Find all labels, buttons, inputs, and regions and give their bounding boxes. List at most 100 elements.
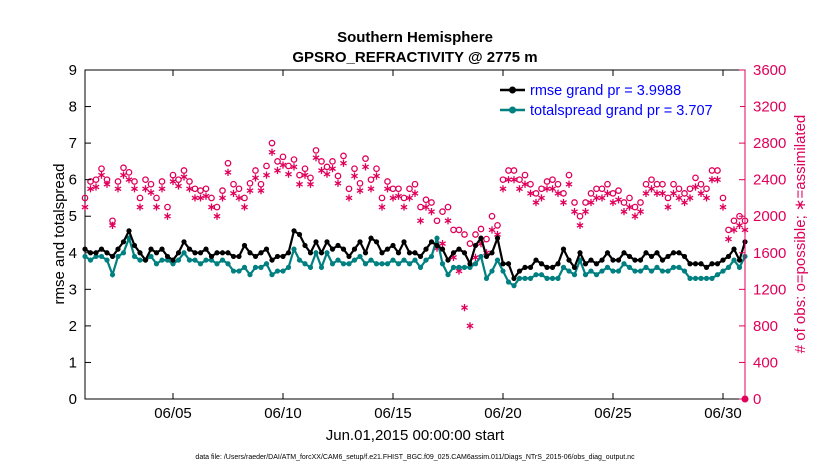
y2-tick-label: 1200 (753, 281, 786, 298)
assimilated-obs-marker (175, 182, 182, 190)
rmse-point (439, 246, 446, 252)
rmse-point (527, 264, 534, 270)
rmse-point (269, 257, 275, 263)
rmse-point (621, 250, 627, 256)
y2-tick-label: 3200 (753, 99, 786, 116)
assimilated-obs-marker (461, 304, 468, 312)
rmse-point (494, 235, 501, 241)
rmse-point (241, 242, 248, 249)
assimilated-obs-marker (642, 189, 650, 197)
assimilated-obs-marker (296, 180, 303, 188)
spread-point (456, 264, 462, 270)
spread-point (280, 268, 286, 274)
assimilated-obs-marker (274, 166, 281, 175)
assimilated-obs-marker (191, 194, 199, 202)
assimilated-obs-marker (125, 176, 133, 184)
rmse-point (164, 253, 171, 260)
possible-obs-marker (422, 196, 430, 204)
rmse-point (516, 268, 523, 274)
possible-obs-marker (158, 178, 166, 185)
rmse-point (412, 250, 418, 256)
rmse-point (148, 246, 154, 252)
rmse-point (280, 253, 286, 260)
spread-point (555, 275, 561, 281)
assimilated-obs-marker (466, 322, 474, 330)
y-tick-label: 9 (69, 62, 77, 79)
spread-point (659, 268, 666, 274)
y2-tick-label: 400 (753, 354, 778, 371)
assimilated-obs-marker (142, 185, 149, 193)
spread-point (439, 261, 446, 267)
assimilated-obs-marker (109, 221, 116, 229)
possible-obs-marker (433, 217, 441, 225)
possible-obs-marker (444, 203, 452, 211)
possible-obs-marker (373, 165, 380, 173)
assimilated-obs-marker (648, 185, 655, 193)
possible-obs-marker (362, 155, 369, 162)
rmse-point (665, 253, 671, 260)
possible-obs-marker (499, 176, 507, 184)
assimilated-obs-marker (631, 212, 639, 220)
spread-point (549, 275, 556, 281)
rmse-point (566, 257, 572, 263)
y-tick-label: 6 (69, 172, 77, 189)
rmse-point (186, 246, 193, 252)
spread-point (736, 264, 743, 270)
spread-point (170, 261, 176, 267)
possible-obs-marker (626, 194, 633, 202)
y-tick-label: 7 (69, 135, 77, 152)
spread-point (274, 268, 281, 274)
assimilated-obs-marker (158, 185, 166, 193)
assimilated-obs-marker (719, 203, 727, 211)
possible-obs-marker (296, 171, 303, 179)
possible-obs-marker (692, 174, 699, 182)
rmse-point (637, 257, 644, 263)
possible-obs-marker (290, 156, 298, 163)
possible-obs-marker (560, 190, 567, 197)
possible-obs-marker (235, 185, 243, 193)
possible-obs-marker (664, 194, 672, 202)
rmse-point (291, 228, 297, 234)
assimilated-obs-marker (384, 185, 391, 193)
rmse-point (307, 250, 314, 256)
rmse-point (390, 242, 396, 249)
rmse-point (373, 239, 380, 245)
possible-obs-marker (604, 180, 611, 188)
spread-point (379, 261, 385, 267)
rmse-point (362, 250, 369, 256)
spread-point (401, 257, 407, 263)
spread-point (445, 272, 451, 278)
spread-point (247, 272, 253, 278)
rmse-point (318, 250, 325, 256)
assimilated-obs-marker (224, 168, 232, 176)
spread-point (632, 268, 638, 274)
spread-point (588, 268, 594, 274)
rmse-point (648, 253, 655, 260)
possible-obs-marker (98, 165, 105, 173)
assimilated-obs-marker (114, 185, 122, 193)
spread-point (511, 283, 517, 289)
spread-point (610, 268, 616, 274)
spread-point (346, 261, 352, 267)
possible-obs-marker (549, 176, 556, 184)
possible-obs-marker (554, 180, 562, 188)
possible-obs-marker (263, 162, 270, 170)
possible-obs-marker (494, 222, 501, 229)
rmse-point (153, 250, 160, 256)
rmse-point (214, 250, 220, 256)
y2-origin-marker (741, 395, 749, 403)
rmse-point (98, 246, 105, 252)
possible-obs-marker (334, 172, 342, 180)
rmse-point (549, 264, 556, 270)
rmse-point (313, 239, 319, 245)
possible-obs-marker (648, 176, 655, 184)
possible-obs-marker (169, 171, 177, 179)
assimilated-obs-marker (532, 198, 540, 207)
rmse-point (632, 257, 638, 263)
assimilated-obs-marker (637, 208, 644, 216)
possible-obs-marker (472, 231, 479, 238)
assimilated-obs-marker (620, 208, 628, 216)
spread-point (599, 268, 605, 274)
rmse-point (687, 261, 693, 267)
assimilated-obs-marker (301, 171, 309, 179)
